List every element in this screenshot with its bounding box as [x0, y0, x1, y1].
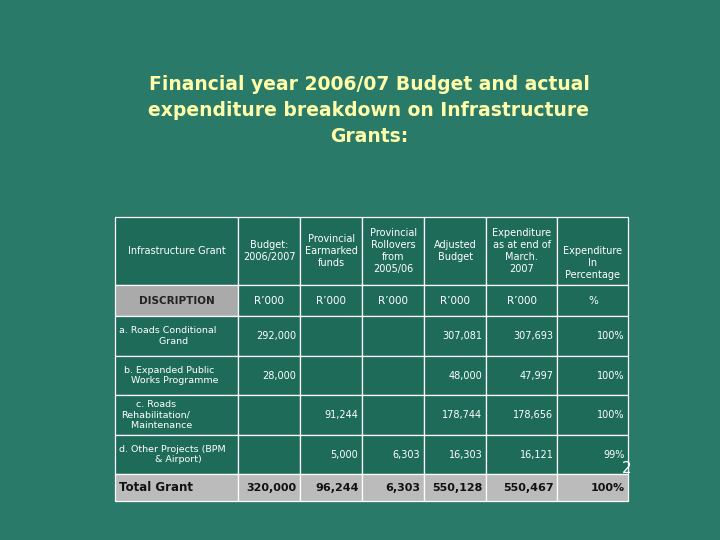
Text: 2: 2: [621, 461, 631, 476]
Bar: [300, 395, 362, 435]
Text: 100%: 100%: [597, 410, 624, 420]
Text: 178,744: 178,744: [442, 410, 482, 420]
Bar: [238, 285, 300, 316]
Bar: [115, 435, 238, 474]
Bar: [238, 474, 300, 502]
Text: 91,244: 91,244: [325, 410, 359, 420]
Text: R’000: R’000: [316, 296, 346, 306]
Bar: [486, 356, 557, 395]
Bar: [115, 285, 238, 316]
Text: Total Grant: Total Grant: [119, 481, 193, 495]
Text: Budget:
2006/2007: Budget: 2006/2007: [243, 240, 296, 262]
Text: c. Roads
Rehabilitation/
    Maintenance: c. Roads Rehabilitation/ Maintenance: [119, 400, 192, 430]
Text: Infrastructure Grant: Infrastructure Grant: [128, 246, 225, 256]
Bar: [115, 356, 238, 395]
Text: Expenditure
as at end of
March.
2007: Expenditure as at end of March. 2007: [492, 228, 552, 274]
Bar: [486, 285, 557, 316]
Text: 6,303: 6,303: [385, 483, 420, 493]
Bar: [557, 316, 629, 356]
Bar: [486, 435, 557, 474]
Bar: [238, 217, 300, 285]
Text: Provincial
Earmarked
funds: Provincial Earmarked funds: [305, 234, 358, 268]
Text: 307,693: 307,693: [513, 331, 554, 341]
Text: 178,656: 178,656: [513, 410, 554, 420]
Text: Provincial
Rollovers
from
2005/06: Provincial Rollovers from 2005/06: [370, 228, 417, 274]
Text: 100%: 100%: [597, 370, 624, 381]
Bar: [424, 316, 486, 356]
Bar: [238, 395, 300, 435]
Text: 292,000: 292,000: [256, 331, 297, 341]
Text: 48,000: 48,000: [449, 370, 482, 381]
Bar: [300, 356, 362, 395]
Bar: [238, 316, 300, 356]
Bar: [300, 285, 362, 316]
Bar: [115, 474, 238, 502]
Text: 6,303: 6,303: [392, 450, 420, 460]
Bar: [115, 395, 238, 435]
Text: d. Other Projects (BPM
    & Airport): d. Other Projects (BPM & Airport): [119, 445, 225, 464]
Bar: [424, 435, 486, 474]
Bar: [238, 435, 300, 474]
Bar: [300, 435, 362, 474]
Text: 100%: 100%: [590, 483, 624, 493]
Bar: [557, 285, 629, 316]
Bar: [486, 474, 557, 502]
Bar: [362, 316, 424, 356]
Text: 96,244: 96,244: [315, 483, 359, 493]
Bar: [557, 474, 629, 502]
Text: 320,000: 320,000: [246, 483, 297, 493]
Text: Expenditure
In
Percentage: Expenditure In Percentage: [563, 246, 623, 280]
Bar: [115, 316, 238, 356]
Bar: [362, 474, 424, 502]
Text: %: %: [588, 296, 598, 306]
Bar: [300, 217, 362, 285]
Text: 550,128: 550,128: [432, 483, 482, 493]
Text: 28,000: 28,000: [263, 370, 297, 381]
Bar: [362, 356, 424, 395]
Bar: [424, 356, 486, 395]
Bar: [300, 316, 362, 356]
Bar: [300, 474, 362, 502]
Text: R’000: R’000: [254, 296, 284, 306]
Text: DISCRIPTION: DISCRIPTION: [139, 296, 215, 306]
Text: R’000: R’000: [507, 296, 537, 306]
Bar: [115, 217, 238, 285]
Text: R’000: R’000: [440, 296, 470, 306]
Bar: [362, 395, 424, 435]
Text: 307,081: 307,081: [442, 331, 482, 341]
Text: b. Expanded Public
    Works Programme: b. Expanded Public Works Programme: [119, 366, 218, 386]
Text: Adjusted
Budget: Adjusted Budget: [434, 240, 477, 262]
Text: 99%: 99%: [603, 450, 624, 460]
Text: R’000: R’000: [378, 296, 408, 306]
Text: 47,997: 47,997: [519, 370, 554, 381]
Text: 5,000: 5,000: [330, 450, 359, 460]
Bar: [362, 217, 424, 285]
Bar: [424, 217, 486, 285]
Bar: [557, 356, 629, 395]
Bar: [557, 395, 629, 435]
Bar: [486, 217, 557, 285]
Bar: [424, 395, 486, 435]
Bar: [486, 395, 557, 435]
Bar: [557, 217, 629, 285]
Bar: [486, 316, 557, 356]
Text: Financial year 2006/07 Budget and actual
expenditure breakdown on Infrastructure: Financial year 2006/07 Budget and actual…: [148, 75, 590, 146]
Text: 16,121: 16,121: [520, 450, 554, 460]
Text: 550,467: 550,467: [503, 483, 554, 493]
Bar: [424, 474, 486, 502]
Text: 16,303: 16,303: [449, 450, 482, 460]
Text: 100%: 100%: [597, 331, 624, 341]
Text: a. Roads Conditional
    Grand: a. Roads Conditional Grand: [119, 326, 217, 346]
Bar: [557, 435, 629, 474]
Bar: [238, 356, 300, 395]
Bar: [362, 285, 424, 316]
Bar: [362, 435, 424, 474]
Bar: [424, 285, 486, 316]
